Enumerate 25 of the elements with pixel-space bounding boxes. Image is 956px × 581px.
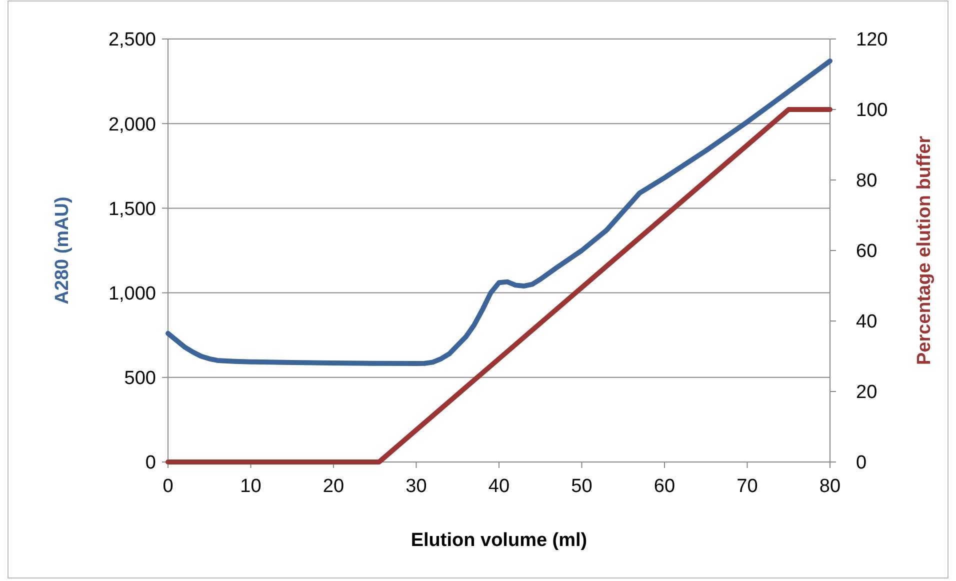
y2-tick-label: 60 xyxy=(856,241,878,262)
y2-tick-label: 0 xyxy=(856,452,867,474)
y-tick-label: 2,500 xyxy=(108,30,156,51)
y-tick-label: 1,500 xyxy=(108,198,156,220)
y2-tick-label: 80 xyxy=(856,170,878,192)
x-tick-label: 50 xyxy=(571,476,592,497)
y2-tick-label: 40 xyxy=(856,312,878,333)
x-tick-label: 60 xyxy=(654,476,676,497)
y-tick-label: 0 xyxy=(145,452,156,474)
y-tick-label: 500 xyxy=(124,368,156,390)
x-tick-label: 20 xyxy=(322,476,344,497)
x-tick-label: 30 xyxy=(406,476,427,497)
x-tick-label: 10 xyxy=(240,476,262,497)
x-tick-label: 0 xyxy=(162,476,174,497)
y-tick-label: 2,000 xyxy=(108,114,156,136)
x-tick-label: 70 xyxy=(736,476,758,497)
x-axis-title: Elution volume (ml) xyxy=(410,530,588,551)
y-axis-title: A280 (mAU) xyxy=(52,196,73,304)
y2-tick-label: 20 xyxy=(856,382,878,404)
y2-axis-title: Percentage elution buffer xyxy=(914,135,935,366)
x-tick-label: 40 xyxy=(488,476,510,497)
y2-tick-label: 120 xyxy=(856,30,888,51)
x-tick-label: 80 xyxy=(819,476,841,497)
y-tick-label: 1,000 xyxy=(108,283,156,304)
y2-tick-label: 100 xyxy=(856,100,888,122)
